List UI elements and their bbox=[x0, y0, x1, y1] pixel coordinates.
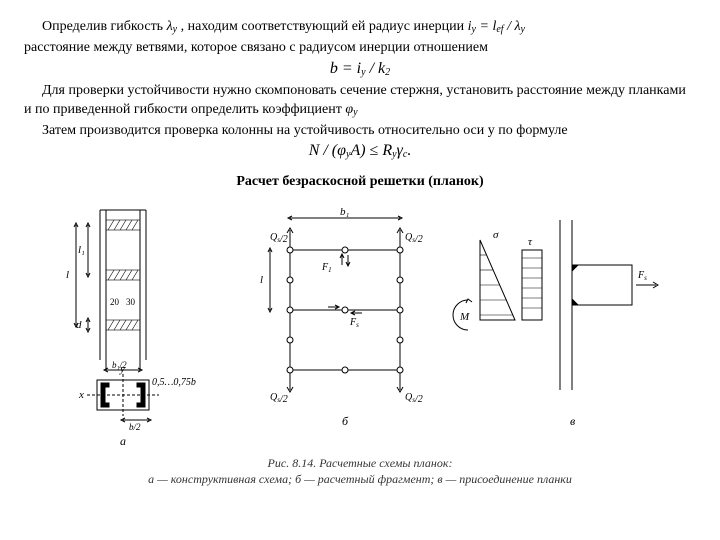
num-30: 30 bbox=[126, 297, 136, 307]
dim-l-b: l bbox=[260, 274, 263, 286]
formula-b: b = iy / k2 bbox=[24, 60, 696, 78]
subfig-c: σ M τ bbox=[453, 220, 658, 428]
qs2-tl: Qs/2 bbox=[270, 232, 288, 245]
axis-y: y bbox=[119, 363, 125, 375]
tau-label: τ bbox=[528, 236, 533, 248]
formula-check: N / (φyA) ≤ Ryγc. bbox=[24, 142, 696, 160]
sigma-label: σ bbox=[493, 229, 499, 241]
fs-mid: Fs bbox=[349, 317, 359, 329]
label-a: а bbox=[120, 434, 126, 448]
figure-8-14: l₁ l d 20 30 b₁/2 x y bbox=[24, 200, 696, 450]
dim-b1: b₁ bbox=[340, 206, 350, 218]
p1a: Определив гибкость bbox=[42, 19, 167, 34]
num-20: 20 bbox=[110, 297, 120, 307]
caption-line1: Рис. 8.14. Расчетные схемы планок: bbox=[268, 456, 453, 470]
figure-svg: l₁ l d 20 30 b₁/2 x y bbox=[40, 200, 680, 450]
qs2-br: Qs/2 bbox=[405, 392, 423, 405]
dim-l1: l₁ bbox=[78, 244, 85, 256]
label-b: б bbox=[342, 414, 349, 428]
qs2-bl: Qs/2 bbox=[270, 392, 288, 405]
subfig-b: b₁ Qs/2 Qs/2 Qs/2 Qs/2 F1 Fs l б bbox=[260, 206, 423, 428]
label-v: в bbox=[570, 414, 575, 428]
phi-y: φy bbox=[345, 102, 357, 117]
qs2-tr: Qs/2 bbox=[405, 232, 423, 245]
dim-l: l bbox=[66, 269, 69, 281]
axis-x: x bbox=[78, 389, 84, 401]
dim-d: d bbox=[76, 319, 82, 331]
paragraph-4: Затем производится проверка колонны на у… bbox=[24, 122, 696, 141]
paragraph-1: Определив гибкость λy , находим соответс… bbox=[24, 18, 696, 37]
p1b: , находим соответствующий ей радиус инер… bbox=[181, 19, 468, 34]
fs-c: Fs bbox=[637, 270, 647, 282]
paragraph-3: Для проверки устойчивости нужно скомпоно… bbox=[24, 82, 696, 120]
iy-eq: iy = lef / λy bbox=[468, 19, 525, 34]
range-note: 0,5…0,75b bbox=[152, 377, 196, 388]
m-label: M bbox=[459, 311, 470, 323]
f1-label: F1 bbox=[321, 262, 332, 274]
paragraph-2: расстояние между ветвями, которое связан… bbox=[24, 39, 696, 58]
lambda-y: λy bbox=[167, 19, 178, 34]
section-heading: Расчет безраскосной решетки (планок) bbox=[24, 174, 696, 190]
caption-line2: а — конструктивная схема; б — расчетный … bbox=[148, 472, 572, 486]
dim-b2: b/2 bbox=[129, 422, 141, 432]
figure-caption: Рис. 8.14. Расчетные схемы планок: а — к… bbox=[24, 456, 696, 487]
subfig-a: l₁ l d 20 30 b₁/2 x y bbox=[66, 210, 196, 448]
